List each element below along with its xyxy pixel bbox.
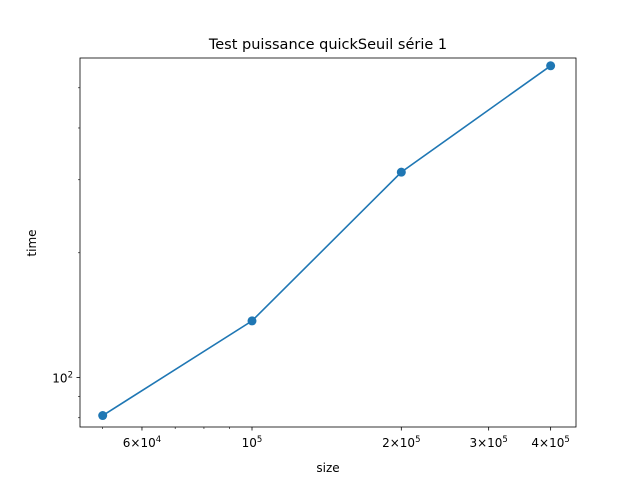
x-tick-label: 6×104 <box>123 435 161 450</box>
series-layer <box>98 61 556 421</box>
ticks-layer: 6×104 105 2×105 3×105 4×105 102 <box>52 87 570 450</box>
data-point <box>396 167 406 177</box>
chart-title: Test puissance quickSeuil série 1 <box>208 37 447 53</box>
x-tick-label: 105 <box>242 435 263 450</box>
data-point <box>98 411 108 421</box>
x-tick-label: 2×105 <box>382 435 420 450</box>
data-point <box>546 61 556 71</box>
series-line <box>102 65 552 417</box>
y-tick-label: 102 <box>52 371 73 386</box>
data-point <box>247 316 257 326</box>
y-axis-label: time <box>25 229 39 256</box>
x-tick-label: 3×105 <box>469 435 507 450</box>
x-tick-label: 4×105 <box>531 435 569 450</box>
plot-frame <box>79 57 577 428</box>
x-axis-label: size <box>316 461 339 475</box>
